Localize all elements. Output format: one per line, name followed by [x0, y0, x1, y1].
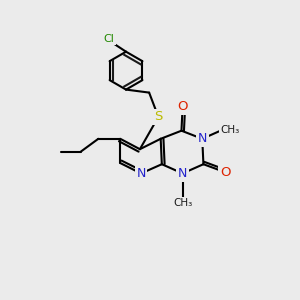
Text: CH₃: CH₃ — [220, 124, 240, 135]
Text: N: N — [136, 167, 146, 180]
Text: Cl: Cl — [103, 34, 114, 44]
Text: O: O — [177, 100, 188, 113]
Text: N: N — [178, 167, 187, 180]
Text: N: N — [198, 132, 207, 145]
Text: S: S — [154, 110, 163, 123]
Text: O: O — [220, 166, 231, 179]
Text: CH₃: CH₃ — [173, 199, 192, 208]
